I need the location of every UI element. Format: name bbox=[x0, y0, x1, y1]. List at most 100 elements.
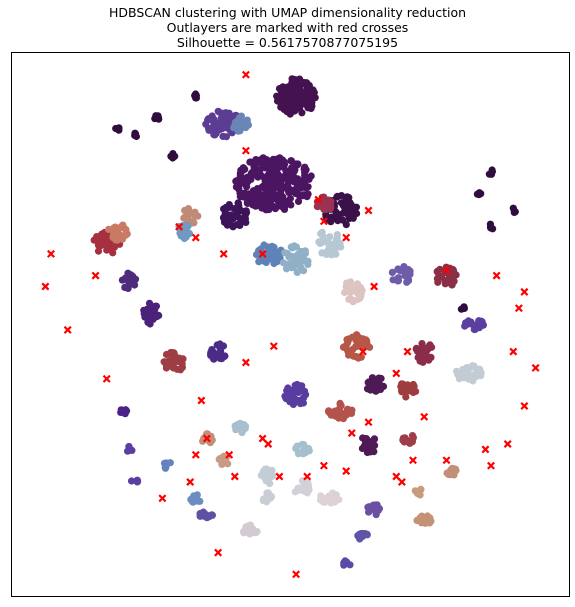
cluster-point bbox=[333, 193, 341, 201]
cluster-24 bbox=[453, 362, 485, 385]
cluster-point bbox=[162, 350, 171, 359]
cluster-point bbox=[258, 157, 266, 165]
cluster-point bbox=[325, 241, 333, 249]
cluster-point bbox=[219, 457, 227, 465]
cluster-point bbox=[348, 333, 356, 341]
cluster-27 bbox=[281, 380, 310, 408]
outlier-marker bbox=[509, 347, 518, 356]
cluster-point bbox=[319, 498, 327, 506]
cluster-point bbox=[377, 374, 385, 383]
cluster-28 bbox=[325, 399, 356, 423]
cluster-point bbox=[475, 317, 483, 325]
cluster-34 bbox=[292, 440, 313, 458]
cluster-point bbox=[462, 368, 471, 376]
cluster-point bbox=[412, 387, 420, 395]
outlier-marker bbox=[342, 233, 351, 242]
cluster-9 bbox=[315, 228, 345, 259]
cluster-point bbox=[177, 232, 185, 240]
outlier-marker bbox=[63, 325, 72, 334]
cluster-42 bbox=[354, 529, 371, 543]
cluster-point bbox=[233, 221, 241, 229]
cluster-point bbox=[169, 364, 177, 372]
cluster-point bbox=[486, 223, 495, 231]
cluster-point bbox=[473, 367, 481, 375]
cluster-point bbox=[268, 201, 276, 210]
cluster-point bbox=[277, 177, 285, 185]
cluster-point bbox=[468, 371, 477, 379]
cluster-point bbox=[330, 411, 338, 419]
cluster-point bbox=[400, 435, 408, 443]
outlier-marker bbox=[230, 472, 239, 481]
cluster-point bbox=[204, 116, 212, 124]
outlier-marker bbox=[91, 271, 100, 280]
cluster-point bbox=[233, 118, 241, 126]
cluster-point bbox=[127, 477, 136, 485]
cluster-point bbox=[266, 494, 274, 502]
cluster-point bbox=[250, 196, 258, 204]
cluster-point bbox=[255, 167, 263, 175]
cluster-48 bbox=[340, 557, 354, 569]
cluster-point bbox=[342, 411, 350, 419]
cluster-point bbox=[416, 357, 424, 365]
cluster-point bbox=[202, 510, 210, 519]
cluster-point bbox=[260, 495, 268, 503]
outlier-marker bbox=[258, 249, 267, 258]
cluster-point bbox=[402, 393, 410, 401]
cluster-point bbox=[171, 352, 179, 360]
axes-frame bbox=[11, 52, 570, 597]
cluster-point bbox=[289, 263, 297, 271]
cluster-point bbox=[223, 114, 231, 122]
cluster-point bbox=[363, 435, 371, 443]
cluster-point bbox=[239, 217, 247, 225]
outlier-marker bbox=[314, 195, 323, 204]
cluster-39 bbox=[187, 491, 204, 506]
cluster-point bbox=[414, 490, 422, 498]
outlier-marker bbox=[370, 282, 379, 291]
cluster-point bbox=[152, 302, 160, 310]
cluster-point bbox=[154, 112, 162, 120]
cluster-point bbox=[302, 482, 310, 491]
outlier-marker bbox=[364, 206, 373, 215]
cluster-25 bbox=[363, 374, 388, 395]
outlier-marker bbox=[191, 450, 200, 459]
cluster-point bbox=[460, 374, 468, 382]
cluster-point bbox=[238, 192, 246, 200]
outlier-marker bbox=[531, 363, 540, 372]
cluster-point bbox=[370, 448, 378, 456]
cluster-49 bbox=[117, 406, 131, 418]
cluster-point bbox=[260, 257, 268, 265]
cluster-point bbox=[325, 407, 333, 415]
cluster-point bbox=[238, 428, 246, 436]
cluster-20 bbox=[433, 263, 460, 289]
cluster-point bbox=[322, 212, 330, 220]
cluster-point bbox=[185, 230, 193, 238]
outlier-marker bbox=[420, 412, 429, 421]
cluster-point bbox=[370, 435, 378, 443]
cluster-point bbox=[162, 364, 170, 372]
chart-title-block: HDBSCAN clustering with UMAP dimensional… bbox=[0, 5, 575, 50]
cluster-point bbox=[209, 354, 217, 362]
cluster-point bbox=[281, 203, 289, 211]
cluster-point bbox=[245, 173, 253, 182]
cluster-7 bbox=[252, 241, 285, 268]
outlier-marker bbox=[241, 146, 250, 155]
cluster-point bbox=[210, 131, 218, 139]
outlier-marker bbox=[319, 461, 328, 470]
cluster-point bbox=[353, 296, 361, 304]
cluster-point bbox=[153, 312, 161, 320]
cluster-point bbox=[241, 422, 250, 430]
cluster-point bbox=[297, 184, 305, 192]
cluster-point bbox=[94, 241, 102, 249]
cluster-point bbox=[313, 202, 321, 210]
outlier-marker bbox=[241, 70, 250, 79]
cluster-point bbox=[394, 265, 402, 273]
cluster-point bbox=[437, 272, 445, 281]
cluster-point bbox=[418, 340, 426, 348]
cluster-point bbox=[348, 406, 356, 414]
cluster-point bbox=[363, 448, 371, 457]
cluster-29 bbox=[358, 434, 379, 457]
outlier-marker bbox=[397, 478, 406, 486]
cluster-14 bbox=[118, 269, 140, 292]
cluster-point bbox=[178, 360, 186, 368]
outlier-marker bbox=[442, 456, 451, 465]
